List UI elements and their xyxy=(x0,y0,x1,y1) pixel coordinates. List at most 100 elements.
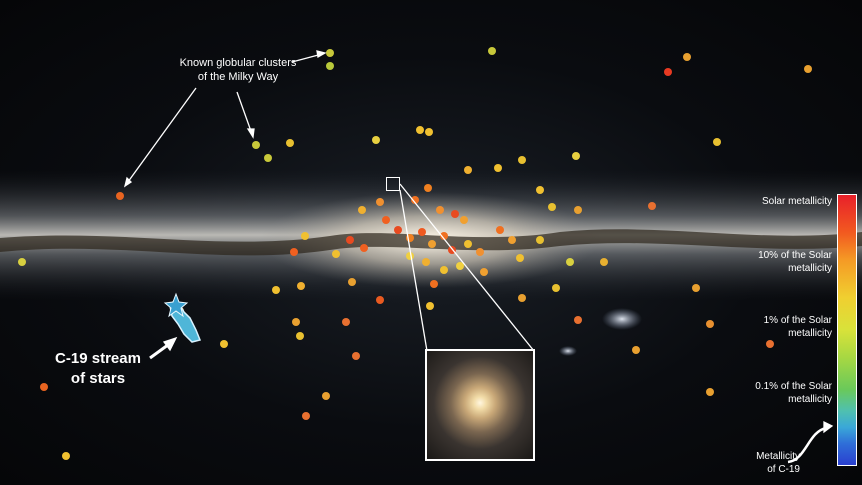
arrow-head xyxy=(823,420,834,434)
cluster-point xyxy=(360,244,368,252)
metallicity-colorbar xyxy=(837,194,857,466)
cluster-point xyxy=(706,388,714,396)
colorbar-label-0-1pct: 0.1% of the Solar metallicity xyxy=(712,380,832,406)
cluster-point xyxy=(804,65,812,73)
large-magellanic-cloud xyxy=(602,308,642,330)
cluster-point xyxy=(252,141,260,149)
cluster-point xyxy=(40,383,48,391)
cluster-point xyxy=(518,294,526,302)
arrow-to-cluster-left xyxy=(124,87,197,187)
cluster-point xyxy=(488,47,496,55)
cluster-point xyxy=(664,68,672,76)
cluster-point xyxy=(713,138,721,146)
c19-stream xyxy=(163,292,202,343)
cluster-point xyxy=(430,280,438,288)
colorbar-1pct-line1: 1% of the Solar xyxy=(763,315,832,326)
cluster-point xyxy=(348,278,356,286)
cluster-point xyxy=(572,152,580,160)
cluster-point xyxy=(352,352,360,360)
cluster-point xyxy=(426,302,434,310)
cluster-point xyxy=(18,258,26,266)
zoom-line-right xyxy=(399,183,535,352)
small-magellanic-cloud xyxy=(559,346,577,356)
cluster-point xyxy=(264,154,272,162)
cluster-point xyxy=(451,210,459,218)
colorbar-label-10pct: 10% of the Solar metallicity xyxy=(712,249,832,275)
clusters-label-line1: Known globular clusters xyxy=(179,57,297,69)
colorbar-0-1pct-line1: 0.1% of the Solar xyxy=(755,381,832,392)
cluster-point xyxy=(428,240,436,248)
cluster-point xyxy=(418,228,426,236)
cluster-point xyxy=(632,346,640,354)
cluster-point xyxy=(332,250,340,258)
clusters-label: Known globular clusters of the Milky Way xyxy=(158,56,318,84)
cluster-point xyxy=(516,254,524,262)
c19-label-line1: C-19 stream xyxy=(55,350,141,367)
colorbar-0-1pct-line2: metallicity xyxy=(788,394,832,405)
cluster-point xyxy=(302,412,310,420)
cluster-point xyxy=(326,49,334,57)
cluster-point xyxy=(494,164,502,172)
cluster-point xyxy=(766,340,774,348)
cluster-point xyxy=(286,139,294,147)
cluster-point xyxy=(346,236,354,244)
colorbar-10pct-line1: 10% of the Solar xyxy=(758,250,832,261)
cluster-point xyxy=(706,320,714,328)
cluster-point xyxy=(416,126,424,134)
cluster-point xyxy=(464,166,472,174)
colorbar-c19-line1: Metallicity xyxy=(756,451,800,462)
zoom-source-box xyxy=(386,177,400,191)
zoom-line-left xyxy=(399,189,428,352)
colorbar-1pct-line2: metallicity xyxy=(788,328,832,339)
cluster-point xyxy=(297,282,305,290)
cluster-point xyxy=(425,128,433,136)
cluster-point xyxy=(566,258,574,266)
cluster-point xyxy=(220,340,228,348)
cluster-point xyxy=(436,206,444,214)
cluster-point xyxy=(411,196,419,204)
cluster-point xyxy=(62,452,70,460)
cluster-point xyxy=(683,53,691,61)
arrow-head xyxy=(246,128,255,139)
clusters-label-line2: of the Milky Way xyxy=(197,71,279,83)
colorbar-label-solar: Solar metallicity xyxy=(712,195,832,208)
cluster-point xyxy=(342,318,350,326)
c19-stream-label: C-19 stream of stars xyxy=(38,349,158,389)
cluster-point xyxy=(326,62,334,70)
cluster-point xyxy=(460,216,468,224)
cluster-point xyxy=(536,186,544,194)
colorbar-label-1pct: 1% of the Solar metallicity xyxy=(712,314,832,340)
cluster-point xyxy=(496,226,504,234)
cluster-point xyxy=(424,184,432,192)
cluster-point xyxy=(301,232,309,240)
cluster-point xyxy=(440,232,448,240)
c19-label-line2: of stars xyxy=(70,370,126,387)
cluster-point xyxy=(376,198,384,206)
arrow-to-c19-metallicity xyxy=(787,426,827,464)
cluster-point xyxy=(116,192,124,200)
cluster-point xyxy=(508,236,516,244)
cluster-point xyxy=(536,236,544,244)
cluster-point xyxy=(272,286,280,294)
colorbar-c19-line2: of C-19 xyxy=(767,464,800,475)
arrow-head xyxy=(123,176,133,188)
annotation-arrows xyxy=(123,50,834,464)
cluster-point xyxy=(372,136,380,144)
cluster-point xyxy=(692,284,700,292)
cluster-point xyxy=(464,240,472,248)
cluster-point xyxy=(548,203,556,211)
cluster-point xyxy=(552,284,560,292)
cluster-point xyxy=(574,316,582,324)
colorbar-label-c19: Metallicity of C-19 xyxy=(720,450,800,476)
cluster-point xyxy=(292,318,300,326)
cluster-point xyxy=(296,332,304,340)
arrow-to-cluster-top xyxy=(291,53,323,63)
arrow-head xyxy=(316,50,327,59)
cluster-point xyxy=(456,262,464,270)
cluster-point xyxy=(422,258,430,266)
cluster-point xyxy=(476,248,484,256)
arrow-to-cluster-mid xyxy=(236,91,253,135)
cluster-point xyxy=(394,226,402,234)
